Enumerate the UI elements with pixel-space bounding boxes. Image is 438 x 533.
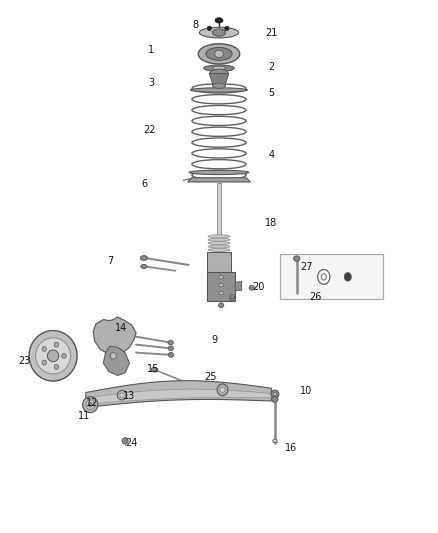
Text: 5: 5 [268,88,275,98]
Text: 6: 6 [142,179,148,189]
Ellipse shape [206,47,232,60]
Ellipse shape [273,392,277,396]
Text: 27: 27 [300,262,313,271]
Text: 11: 11 [78,411,90,422]
Polygon shape [103,346,130,375]
Ellipse shape [86,400,95,409]
Polygon shape [86,389,272,404]
Ellipse shape [219,275,223,279]
Ellipse shape [208,238,230,241]
Ellipse shape [215,18,223,23]
Text: 14: 14 [115,322,127,333]
Ellipse shape [168,346,173,351]
Ellipse shape [120,393,124,397]
Ellipse shape [208,235,230,238]
Ellipse shape [230,294,234,298]
Ellipse shape [219,283,223,287]
Ellipse shape [271,390,279,398]
Ellipse shape [272,397,278,402]
Ellipse shape [117,390,127,400]
Text: 1: 1 [148,45,154,54]
Ellipse shape [230,296,234,301]
Ellipse shape [219,303,224,308]
Text: 8: 8 [192,20,198,30]
Text: 9: 9 [212,335,218,345]
Ellipse shape [204,65,234,71]
Ellipse shape [168,340,173,345]
Ellipse shape [208,241,230,245]
Text: 21: 21 [265,28,278,38]
Ellipse shape [215,50,223,58]
Ellipse shape [82,397,98,413]
Ellipse shape [47,350,59,362]
Ellipse shape [168,352,173,357]
Text: 2: 2 [268,62,275,72]
Ellipse shape [189,170,249,175]
Ellipse shape [199,27,239,38]
Ellipse shape [208,245,230,248]
Ellipse shape [318,269,330,284]
Text: 26: 26 [309,292,321,302]
Text: 13: 13 [124,391,136,401]
Ellipse shape [219,291,223,295]
Ellipse shape [212,29,226,36]
Ellipse shape [207,26,212,30]
Ellipse shape [88,402,92,407]
Ellipse shape [225,26,229,30]
Ellipse shape [42,346,46,351]
Ellipse shape [141,264,147,269]
Ellipse shape [212,66,226,70]
Ellipse shape [62,353,66,358]
Ellipse shape [208,248,230,252]
Ellipse shape [122,438,128,444]
Text: 3: 3 [148,78,154,88]
Ellipse shape [249,285,254,290]
Ellipse shape [54,365,59,369]
Polygon shape [187,177,251,182]
Text: 12: 12 [86,398,99,408]
Polygon shape [235,281,242,290]
Ellipse shape [191,88,247,92]
Bar [280,254,383,300]
Ellipse shape [151,367,157,372]
Text: 7: 7 [107,256,113,266]
Ellipse shape [344,272,351,281]
Ellipse shape [35,338,71,374]
Ellipse shape [217,384,228,395]
Text: 24: 24 [126,438,138,448]
Text: 25: 25 [204,372,216,382]
Text: 20: 20 [252,282,265,292]
Text: 23: 23 [18,356,31,366]
Text: 10: 10 [300,386,312,397]
Bar [217,183,221,235]
Ellipse shape [29,330,77,381]
Ellipse shape [54,342,59,347]
Text: 22: 22 [143,125,155,135]
Ellipse shape [321,273,326,280]
Ellipse shape [273,439,277,443]
Ellipse shape [141,256,148,261]
Ellipse shape [293,256,300,261]
Bar [207,252,231,273]
Text: 15: 15 [147,364,160,374]
Polygon shape [207,272,235,301]
Text: 16: 16 [285,443,297,453]
Ellipse shape [212,83,226,88]
Text: 4: 4 [268,150,275,160]
Ellipse shape [42,360,46,365]
Ellipse shape [110,353,117,359]
Ellipse shape [220,387,225,392]
Text: 18: 18 [265,218,278,228]
Polygon shape [86,381,272,407]
Polygon shape [93,317,136,356]
Polygon shape [209,74,229,86]
Ellipse shape [210,69,228,78]
Ellipse shape [198,44,240,64]
